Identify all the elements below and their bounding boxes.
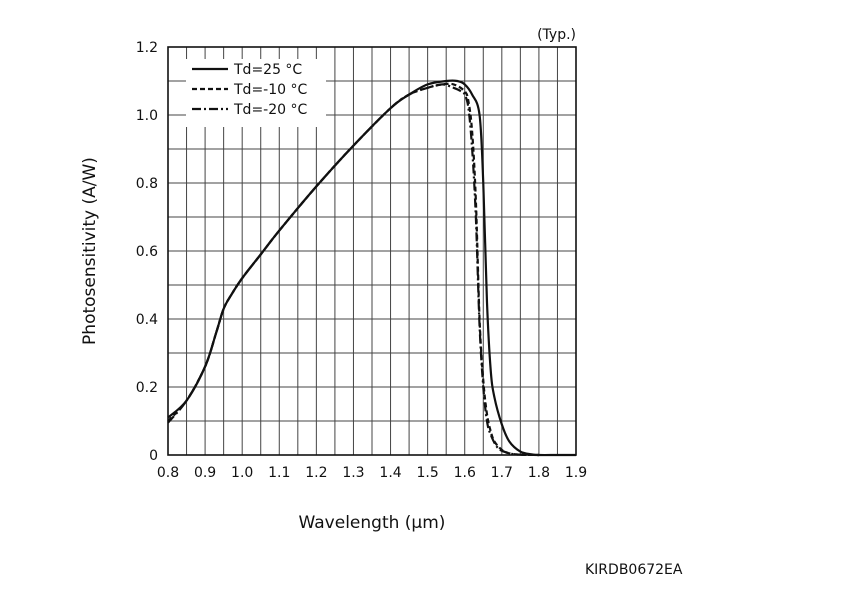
x-tick-label: 1.5 <box>417 465 439 481</box>
typ-annotation: (Typ.) <box>537 27 576 43</box>
legend-label: Td=25 °C <box>233 62 302 78</box>
curves <box>167 79 576 457</box>
x-tick-label: 0.9 <box>194 465 216 481</box>
series-line-0 <box>167 79 576 457</box>
legend-label: Td=-10 °C <box>233 82 307 98</box>
x-tick-labels: 0.8 0.9 1.0 1.1 1.2 1.3 1.4 1.5 1.6 1.7 1.8 1.9 <box>157 465 587 481</box>
y-tick-label: 1.2 <box>136 40 158 56</box>
x-tick-label: 1.7 <box>491 465 513 481</box>
y-tick-label: 0.4 <box>136 312 158 328</box>
x-axis-label: Wavelength (µm) <box>299 513 446 533</box>
x-tick-label: 1.2 <box>305 465 327 481</box>
x-tick-label: 1.0 <box>231 465 253 481</box>
figure-code: KIRDB0672EA <box>585 562 683 578</box>
x-tick-label: 1.9 <box>565 465 587 481</box>
legend-box <box>186 59 326 127</box>
y-tick-label: 0.2 <box>136 380 158 396</box>
legend: Td=25 °C Td=-10 °C Td=-20 °C <box>192 62 307 118</box>
x-tick-label: 1.1 <box>268 465 290 481</box>
y-tick-label: 0 <box>149 448 158 464</box>
y-tick-label: 0.6 <box>136 244 158 260</box>
x-tick-label: 0.8 <box>157 465 179 481</box>
y-axis-label: Photosensitivity (A/W) <box>80 157 100 345</box>
x-tick-label: 1.8 <box>528 465 550 481</box>
x-tick-label: 1.3 <box>342 465 364 481</box>
y-tick-label: 1.0 <box>136 108 158 124</box>
x-tick-label: 1.4 <box>379 465 401 481</box>
plot-frame <box>167 46 577 456</box>
legend-label: Td=-20 °C <box>233 102 307 118</box>
y-tick-label: 0.8 <box>136 176 158 192</box>
y-tick-labels: 0 0.2 0.4 0.6 0.8 1.0 1.2 <box>136 40 158 464</box>
x-tick-label: 1.6 <box>454 465 476 481</box>
